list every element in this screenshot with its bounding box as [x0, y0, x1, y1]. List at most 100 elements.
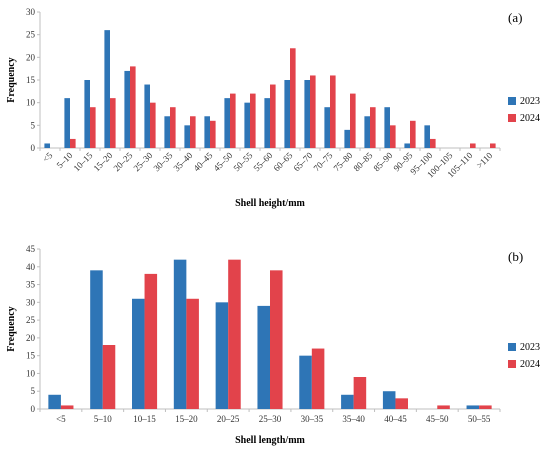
bar-2023-17 — [384, 107, 390, 148]
legend-label-2023: 2023 — [520, 96, 540, 107]
y-tick-label: 10 — [26, 98, 36, 108]
bar-2023-15 — [344, 129, 350, 148]
bar-2024-9 — [230, 93, 236, 148]
bar-2023-1 — [64, 98, 70, 148]
bar-2023-2 — [84, 80, 90, 148]
panel-label: (b) — [508, 249, 523, 264]
y-axis-title: Frequency — [6, 306, 17, 351]
bar-2023-12 — [284, 80, 290, 148]
bar-2024-8 — [395, 398, 408, 409]
y-tick-label: 5 — [31, 120, 36, 130]
x-tick-label: 50–55 — [231, 150, 254, 173]
bar-2024-9 — [437, 405, 450, 409]
x-tick-label: 40–45 — [384, 414, 407, 424]
x-tick-label: >110 — [474, 150, 494, 170]
bar-2023-2 — [132, 298, 145, 409]
x-tick-label: 45–50 — [211, 150, 234, 173]
y-tick-label: 25 — [26, 30, 36, 40]
x-tick-label: 20–25 — [111, 150, 134, 173]
bar-2023-4 — [124, 70, 130, 148]
x-tick-label: 15–20 — [91, 150, 114, 173]
bar-2024-3 — [110, 98, 116, 148]
y-tick-label: 20 — [26, 333, 36, 343]
y-tick-label: 15 — [26, 75, 36, 85]
y-tick-label: 30 — [26, 7, 36, 17]
bar-2024-8 — [210, 120, 216, 148]
bar-2024-0 — [60, 405, 74, 409]
bar-2023-6 — [164, 116, 170, 148]
bar-2024-4 — [228, 259, 241, 409]
x-tick-label: 15–20 — [175, 414, 198, 424]
y-axis-title: Frequency — [6, 57, 17, 102]
y-tick-label: 25 — [26, 315, 36, 325]
y-tick-label: 30 — [26, 297, 36, 307]
bar-2024-19 — [430, 138, 436, 148]
bar-2024-1 — [102, 345, 116, 409]
bar-2023-5 — [144, 84, 150, 148]
x-tick-label: 5–10 — [94, 414, 113, 424]
chart-panel-b: 0 5 10 15 20 25 30 35 40 45 <5 5–10 10–15 15–20 20–25 2… — [6, 244, 540, 446]
bar-2023-8 — [204, 116, 210, 148]
y-tick-label: 35 — [26, 280, 36, 290]
bar-2024-17 — [390, 125, 396, 148]
y-tick-label: 5 — [31, 386, 36, 396]
x-tick-label: 85–90 — [371, 150, 394, 173]
y-tick-label: 10 — [26, 368, 36, 378]
bar-2023-14 — [324, 107, 330, 148]
bar-2024-16 — [370, 107, 376, 148]
x-tick-label: 25–30 — [259, 414, 282, 424]
legend-label-2024: 2024 — [520, 113, 540, 124]
bar-2024-11 — [270, 84, 276, 148]
bar-2023-11 — [264, 98, 270, 148]
x-tick-label: 75–80 — [331, 150, 354, 173]
bar-2024-6 — [170, 107, 176, 148]
y-tick-label: 0 — [31, 143, 36, 153]
x-tick-label: 10–15 — [133, 414, 156, 424]
bar-2023-7 — [341, 394, 354, 409]
bar-2023-3 — [104, 30, 110, 149]
bar-2024-5 — [270, 270, 283, 409]
bar-2024-2 — [144, 273, 158, 409]
bar-2024-21 — [470, 143, 476, 148]
bar-2023-8 — [382, 391, 396, 409]
bar-2023-0 — [44, 143, 50, 148]
x-tick-label: 35–40 — [342, 414, 365, 424]
bar-2023-10 — [466, 405, 480, 409]
bar-2023-0 — [48, 394, 61, 409]
x-tick-label: 20–25 — [217, 414, 240, 424]
bar-2023-10 — [244, 102, 250, 148]
x-tick-label: 10–15 — [71, 150, 94, 173]
x-tick-label: 50–55 — [468, 414, 491, 424]
x-tick-label: 45–50 — [426, 414, 449, 424]
bar-2024-7 — [190, 116, 196, 148]
y-tick-label: 40 — [26, 262, 36, 272]
panel-label: (a) — [508, 10, 522, 25]
bar-2024-13 — [310, 75, 316, 148]
x-tick-label: <5 — [41, 150, 55, 164]
bar-2024-2 — [90, 107, 96, 148]
bar-2023-3 — [173, 259, 187, 409]
legend-swatch-2024 — [508, 114, 516, 122]
bar-2023-9 — [224, 98, 230, 148]
legend-swatch-2023 — [508, 343, 516, 351]
x-tick-label: 35–40 — [171, 150, 194, 173]
x-tick-label: 25–30 — [131, 150, 154, 173]
bar-2024-12 — [290, 48, 296, 149]
legend-label-2024: 2024 — [520, 359, 540, 370]
bar-2024-6 — [311, 348, 325, 409]
bar-2024-14 — [330, 75, 336, 148]
bar-2023-19 — [424, 125, 430, 148]
y-tick-label: 0 — [31, 404, 36, 414]
bar-2023-18 — [404, 143, 410, 148]
legend-swatch-2024 — [508, 360, 516, 368]
bar-2023-6 — [299, 355, 312, 409]
x-tick-label: <5 — [56, 414, 66, 424]
bar-2024-5 — [150, 102, 156, 148]
bar-2024-4 — [130, 66, 136, 148]
bar-2024-18 — [410, 120, 416, 148]
x-axis-title: Shell height/mm — [235, 198, 305, 209]
bar-2023-16 — [364, 116, 370, 148]
bar-2024-7 — [353, 377, 367, 409]
